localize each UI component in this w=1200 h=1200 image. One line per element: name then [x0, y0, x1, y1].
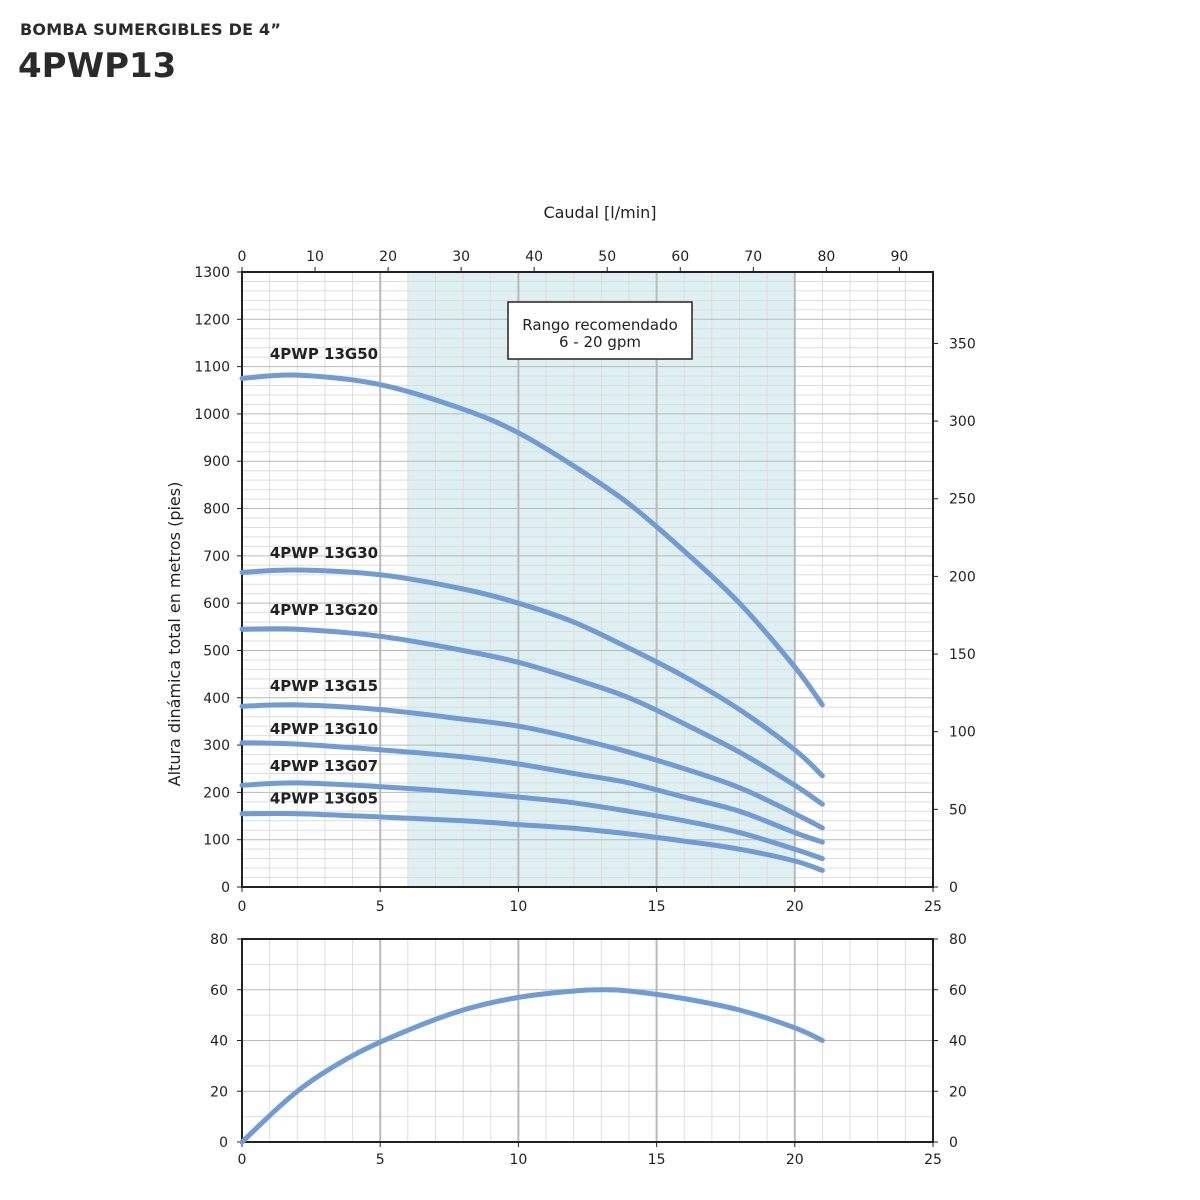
series-label-4pwp-13g05: 4PWP 13G05	[270, 790, 378, 808]
y-tick-label: 500	[203, 643, 230, 659]
y-tick-label: 1200	[194, 312, 230, 328]
bottom-right-y-tick-label: 60	[949, 983, 967, 999]
bottom-right-y-tick-label: 40	[949, 1034, 967, 1050]
bottom-x-tick-label: 0	[238, 1152, 247, 1168]
curve-4pwp-13g30	[239, 567, 825, 779]
recommended-range-label: Rango recomendado	[522, 316, 678, 334]
top-x-tick-label: 30	[452, 249, 470, 265]
x-tick-label: 25	[924, 899, 942, 915]
bottom-x-tick-label: 10	[509, 1152, 527, 1168]
right-y-tick-label: 300	[949, 414, 976, 430]
y-tick-label: 200	[203, 785, 230, 801]
top-x-tick-label: 80	[817, 249, 835, 265]
curve-4pwp-13g07	[239, 780, 825, 862]
bottom-y-tick-label: 60	[210, 983, 228, 999]
chart-title: 4PWP13	[18, 46, 177, 86]
x-tick-label: 15	[648, 899, 666, 915]
bottom-right-y-tick-label: 0	[949, 1135, 958, 1151]
top-x-tick-label: 40	[525, 249, 543, 265]
right-y-tick-label: 200	[949, 569, 976, 585]
bottom-right-y-tick-label: 20	[949, 1084, 967, 1100]
x-tick-label: 20	[786, 899, 804, 915]
right-y-tick-label: 250	[949, 492, 976, 508]
curve-4pwp-13g50	[239, 372, 825, 708]
bottom-y-tick-label: 0	[219, 1135, 228, 1151]
recommended-range-sublabel: 6 - 20 gpm	[559, 333, 641, 351]
y-tick-label: 0	[221, 880, 230, 896]
series-label-4pwp-13g07: 4PWP 13G07	[270, 757, 378, 775]
series-label-4pwp-13g10: 4PWP 13G10	[270, 720, 378, 738]
top-x-axis-title: Caudal [l/min]	[543, 203, 656, 222]
y-tick-label: 400	[203, 691, 230, 707]
y-tick-label: 1100	[194, 360, 230, 376]
series-label-4pwp-13g50: 4PWP 13G50	[270, 345, 378, 363]
efficiency-curve	[239, 987, 825, 1145]
bottom-x-tick-label: 25	[924, 1152, 942, 1168]
right-y-tick-label: 0	[949, 880, 958, 896]
bottom-y-tick-label: 20	[210, 1084, 228, 1100]
bottom-y-tick-label: 40	[210, 1034, 228, 1050]
top-x-tick-label: 20	[379, 249, 397, 265]
y-axis-title: Altura dinámica total en metros (pies)	[165, 482, 184, 787]
bottom-x-tick-label: 20	[786, 1152, 804, 1168]
right-y-tick-label: 100	[949, 725, 976, 741]
y-tick-label: 900	[203, 454, 230, 470]
curve-4pwp-13g20	[239, 626, 825, 807]
top-x-tick-label: 60	[671, 249, 689, 265]
series-label-4pwp-13g15: 4PWP 13G15	[270, 677, 378, 695]
y-tick-label: 1300	[194, 265, 230, 281]
curve-4pwp-13g10	[239, 740, 825, 845]
y-tick-label: 700	[203, 549, 230, 565]
top-x-tick-label: 90	[890, 249, 908, 265]
top-plot-frame	[241, 271, 934, 888]
bottom-x-tick-label: 15	[648, 1152, 666, 1168]
top-x-tick-label: 70	[744, 249, 762, 265]
right-y-tick-label: 350	[949, 336, 976, 352]
x-tick-label: 10	[509, 899, 527, 915]
top-x-tick-label: 10	[306, 249, 324, 265]
chart-subtitle: BOMBA SUMERGIBLES DE 4”	[20, 20, 282, 39]
y-tick-label: 100	[203, 833, 230, 849]
y-tick-label: 800	[203, 502, 230, 518]
y-tick-label: 300	[203, 738, 230, 754]
curve-4pwp-13g15	[239, 702, 825, 831]
bottom-right-y-tick-label: 80	[949, 932, 967, 948]
right-y-tick-label: 150	[949, 647, 976, 663]
recommended-range-box	[507, 301, 693, 360]
x-tick-label: 5	[376, 899, 385, 915]
bottom-y-tick-label: 80	[210, 932, 228, 948]
series-label-4pwp-13g20: 4PWP 13G20	[270, 601, 378, 619]
right-y-tick-label: 50	[949, 802, 967, 818]
x-tick-label: 0	[238, 899, 247, 915]
y-tick-label: 1000	[194, 407, 230, 423]
series-label-4pwp-13g30: 4PWP 13G30	[270, 544, 378, 562]
bottom-x-tick-label: 5	[376, 1152, 385, 1168]
top-x-tick-label: 50	[598, 249, 616, 265]
top-x-tick-label: 0	[238, 249, 247, 265]
y-tick-label: 600	[203, 596, 230, 612]
curve-4pwp-13g05	[239, 810, 825, 873]
